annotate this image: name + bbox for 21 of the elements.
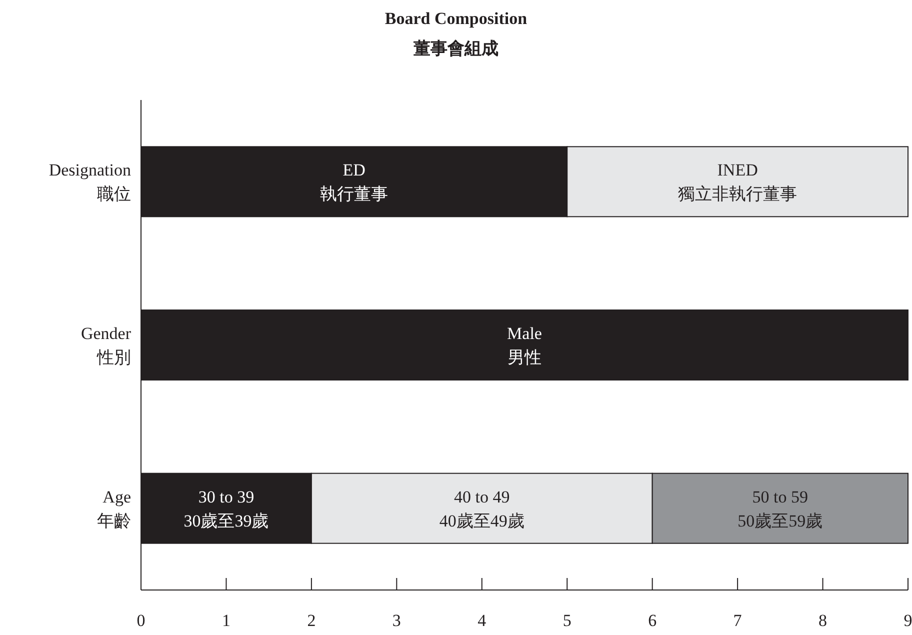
y-tick-label: Age 年齡: [97, 487, 131, 530]
series-label: 30 to 39 30歲至39歲: [184, 487, 269, 530]
chart-subtitle: 董事會組成: [412, 38, 498, 58]
x-tick-label: 8: [818, 610, 828, 630]
x-tick-label: 5: [562, 610, 572, 630]
x-tick-label: 4: [478, 610, 487, 630]
chart-title: Board Composition: [384, 8, 528, 28]
y-tick-label: Designation 職位: [48, 160, 132, 204]
y-tick-label: Gender 性別: [80, 324, 132, 367]
series-label: INED 獨立非執行董事: [678, 160, 798, 204]
series-label: ED 執行董事: [320, 160, 388, 204]
series-label: 50 to 59 50歲至59歲: [738, 487, 823, 530]
x-tick-label: 0: [136, 610, 146, 630]
series-label: Male 男性: [507, 324, 542, 367]
x-tick-label: 3: [392, 610, 401, 630]
x-tick-label: 2: [307, 610, 316, 630]
x-tick-label: 1: [222, 610, 230, 630]
series-label: 40 to 49 40歲至49歲: [439, 487, 524, 530]
x-tick-label: 6: [648, 610, 657, 630]
x-tick-label: 7: [733, 610, 742, 630]
x-tick-label: 9: [904, 610, 912, 630]
